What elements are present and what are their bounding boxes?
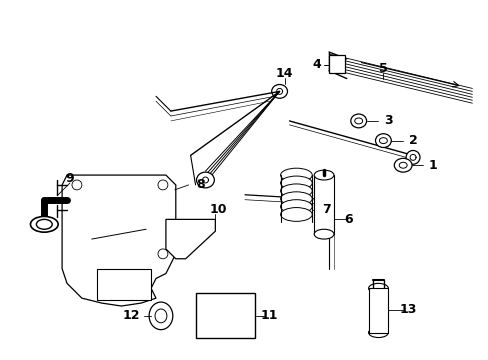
Ellipse shape bbox=[314, 170, 333, 180]
Ellipse shape bbox=[227, 320, 243, 336]
Ellipse shape bbox=[158, 180, 167, 190]
Ellipse shape bbox=[379, 138, 386, 144]
Ellipse shape bbox=[280, 208, 311, 221]
Ellipse shape bbox=[155, 309, 166, 323]
Ellipse shape bbox=[105, 273, 117, 284]
Ellipse shape bbox=[196, 172, 214, 188]
Text: 5: 5 bbox=[378, 62, 387, 75]
Ellipse shape bbox=[393, 158, 411, 172]
Ellipse shape bbox=[271, 85, 287, 98]
Ellipse shape bbox=[398, 162, 407, 168]
Bar bbox=[195, 293, 254, 338]
Text: 1: 1 bbox=[427, 159, 436, 172]
Ellipse shape bbox=[314, 229, 333, 239]
Ellipse shape bbox=[280, 176, 311, 190]
Text: 13: 13 bbox=[399, 303, 416, 316]
Ellipse shape bbox=[350, 114, 366, 128]
Ellipse shape bbox=[280, 168, 311, 182]
Text: 6: 6 bbox=[344, 213, 352, 226]
Text: 4: 4 bbox=[312, 58, 321, 71]
Ellipse shape bbox=[406, 150, 419, 164]
Ellipse shape bbox=[72, 180, 81, 190]
Text: 11: 11 bbox=[261, 309, 278, 322]
Ellipse shape bbox=[280, 192, 311, 206]
Polygon shape bbox=[202, 177, 208, 183]
Ellipse shape bbox=[158, 249, 167, 259]
Ellipse shape bbox=[30, 216, 58, 232]
Polygon shape bbox=[276, 89, 282, 94]
Polygon shape bbox=[62, 175, 175, 306]
Polygon shape bbox=[409, 154, 415, 160]
Ellipse shape bbox=[280, 184, 311, 198]
Text: 14: 14 bbox=[275, 67, 293, 80]
Polygon shape bbox=[165, 219, 215, 259]
Text: 2: 2 bbox=[408, 134, 417, 147]
Text: 7: 7 bbox=[321, 203, 330, 216]
Bar bbox=[368, 288, 387, 333]
Ellipse shape bbox=[368, 283, 387, 293]
Ellipse shape bbox=[368, 328, 387, 338]
Bar bbox=[328, 55, 344, 73]
Text: 3: 3 bbox=[383, 114, 392, 127]
Ellipse shape bbox=[354, 118, 362, 124]
Bar bbox=[97, 269, 151, 300]
Text: 10: 10 bbox=[209, 203, 226, 216]
Text: 9: 9 bbox=[65, 171, 74, 185]
Bar bbox=[314, 175, 333, 234]
Ellipse shape bbox=[149, 302, 172, 330]
Ellipse shape bbox=[130, 273, 142, 284]
Ellipse shape bbox=[115, 289, 123, 297]
Ellipse shape bbox=[36, 219, 52, 229]
Text: 8: 8 bbox=[196, 179, 204, 192]
Ellipse shape bbox=[375, 134, 390, 148]
Ellipse shape bbox=[205, 298, 225, 318]
Ellipse shape bbox=[280, 200, 311, 213]
Text: 12: 12 bbox=[122, 309, 140, 322]
